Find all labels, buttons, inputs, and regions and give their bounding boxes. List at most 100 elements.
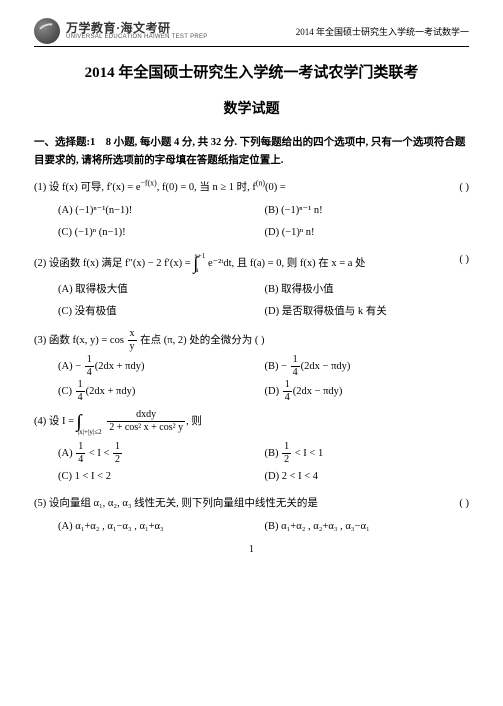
q3-frac: xy	[128, 329, 137, 352]
q3-frac-den: y	[128, 341, 137, 352]
q1-exp2: (n)	[256, 178, 265, 187]
q3-text-a: (3) 函数 f(x, y) = cos	[34, 335, 127, 346]
q5-options: (A) α₁+α₂ , α₁−α₃ , α₁+α₃ (B) α₁+α₂ , α₂…	[34, 516, 469, 538]
q3-d-pre: (D)	[265, 386, 282, 397]
q4-frac: dxdy2 + cos² x + cos² y	[107, 410, 185, 433]
q2-paren: ( )	[459, 250, 469, 270]
q1-opt-b-text: (−1)ⁿ⁻¹ n!	[281, 205, 323, 216]
q1-options: (A) (−1)ⁿ⁻¹(n−1)! (B) (−1)ⁿ⁻¹ n! (C) (−1…	[34, 200, 469, 244]
q4-region: |x|+|y|≤2	[78, 426, 102, 439]
q3-a-num: 1	[85, 355, 94, 367]
q1-opt-a-text: (−1)ⁿ⁻¹(n−1)!	[75, 205, 132, 216]
question-4: (4) 设 I = ∫∫|x|+|y|≤2 dxdy2 + cos² x + c…	[34, 410, 469, 488]
page-number: 1	[34, 544, 469, 555]
frac-icon: 14	[291, 355, 300, 378]
q4-a-n1: 1	[76, 442, 85, 454]
logo-block: 万学教育·海文考研 UNIVERSAL EDUCATION HAIWEN TES…	[34, 18, 208, 44]
q1-opt-c-text: (−1)ⁿ (n−1)!	[75, 227, 126, 238]
q1-opt-d: (D) (−1)ⁿ n!	[263, 222, 470, 244]
section-1-instructions: 一、选择题:1 8 小题, 每小题 4 分, 共 32 分. 下列每题给出的四个…	[34, 134, 469, 170]
q4-opt-a: (A) 14 < I < 12	[56, 441, 263, 466]
header-divider	[34, 46, 469, 47]
q1-text-b: , f(0) = 0, 当 n ≥ 1 时, f	[157, 182, 256, 193]
logo-text: 万学教育·海文考研 UNIVERSAL EDUCATION HAIWEN TES…	[66, 22, 208, 40]
q4-text-a: (4) 设 I =	[34, 416, 77, 427]
q4-b-pre: (B)	[265, 448, 282, 459]
question-1: (1) 设 f(x) 可导, f′(x) = e−f(x), f(0) = 0,…	[34, 178, 469, 244]
q4-text-b: , 则	[186, 416, 202, 427]
frac-icon: 12	[282, 442, 291, 465]
q2-opt-c: (C) 没有极值	[56, 301, 263, 323]
q2-stem: (2) 设函数 f(x) 满足 f″(x) − 2 f′(x) = ∫ax+1 …	[34, 250, 469, 277]
q1-exp1: −f(x)	[140, 178, 156, 187]
q2-options: (A) 取得极大值 (B) 取得极小值 (C) 没有极值 (D) 是否取得极值与…	[34, 279, 469, 323]
header-row: 万学教育·海文考研 UNIVERSAL EDUCATION HAIWEN TES…	[34, 18, 469, 44]
q3-opt-b: (B) − 14(2dx − πdy)	[263, 354, 470, 379]
q4-opt-c: (C) 1 < I < 2	[56, 466, 263, 488]
logo-en: UNIVERSAL EDUCATION HAIWEN TEST PREP	[66, 34, 208, 40]
q4-opt-b: (B) 12 < I < 1	[263, 441, 470, 466]
q4-stem: (4) 设 I = ∫∫|x|+|y|≤2 dxdy2 + cos² x + c…	[34, 410, 469, 439]
q4-opt-d: (D) 2 < I < 4	[263, 466, 470, 488]
q3-opt-a: (A) − 14(2dx + πdy)	[56, 354, 263, 379]
q5-opt-a: (A) α₁+α₂ , α₁−α₃ , α₁+α₃	[56, 516, 263, 538]
q3-a-den: 4	[85, 367, 94, 378]
frac-icon: 12	[113, 442, 122, 465]
q4-b-n1: 1	[282, 442, 291, 454]
page: 万学教育·海文考研 UNIVERSAL EDUCATION HAIWEN TES…	[0, 0, 503, 565]
q2-opt-b: (B) 取得极小值	[263, 279, 470, 301]
q4-options: (A) 14 < I < 12 (B) 12 < I < 1 (C) 1 < I…	[34, 441, 469, 488]
logo-cn: 万学教育·海文考研	[66, 22, 208, 34]
q3-d-num: 1	[283, 380, 292, 392]
question-3: (3) 函数 f(x, y) = cos xy 在点 (π, 2) 处的全微分为…	[34, 329, 469, 404]
q4-b-d1: 2	[282, 454, 291, 465]
q4-frac-den: 2 + cos² x + cos² y	[107, 422, 185, 433]
header-right: 2014 年全国硕士研究生入学统一考试数学一	[296, 25, 469, 38]
q4-a-d2: 2	[113, 454, 122, 465]
q4-frac-num: dxdy	[107, 410, 185, 422]
frac-icon: 14	[76, 380, 85, 403]
q3-a-pre: (A) −	[58, 361, 84, 372]
frac-icon: 14	[76, 442, 85, 465]
q3-b-post: (2dx − πdy)	[301, 361, 351, 372]
q2-text-a: (2) 设函数 f(x) 满足 f″(x) − 2 f′(x) =	[34, 258, 193, 269]
q1-text-c: (0) =	[265, 182, 286, 193]
q4-a-d1: 4	[76, 454, 85, 465]
q3-c-pre: (C)	[58, 386, 75, 397]
q3-frac-num: x	[128, 329, 137, 341]
q3-b-pre: (B) −	[265, 361, 290, 372]
q5-opt-b: (B) α₁+α₂ , α₂+α₃ , α₃−α₁	[263, 516, 470, 538]
q4-a-n2: 1	[113, 442, 122, 454]
q3-c-den: 4	[76, 392, 85, 403]
q3-opt-c: (C) 14(2dx + πdy)	[56, 379, 263, 404]
q3-stem: (3) 函数 f(x, y) = cos xy 在点 (π, 2) 处的全微分为…	[34, 329, 469, 352]
q5-paren: ( )	[459, 494, 469, 514]
q3-d-post: (2dx − πdy)	[293, 386, 343, 397]
q3-c-num: 1	[76, 380, 85, 392]
q4-a-mid: < I <	[86, 448, 112, 459]
q1-opt-b: (B) (−1)ⁿ⁻¹ n!	[263, 200, 470, 222]
question-2: (2) 设函数 f(x) 满足 f″(x) − 2 f′(x) = ∫ax+1 …	[34, 250, 469, 323]
q3-a-post: (2dx + πdy)	[95, 361, 145, 372]
logo-icon	[34, 18, 60, 44]
q2-opt-a: (A) 取得极大值	[56, 279, 263, 301]
q2-text-b: e⁻²ᵗdt, 且 f(a) = 0, 则 f(x) 在 x = a 处	[205, 258, 365, 269]
q5-stem: (5) 设向量组 α₁, α₂, α₃ 线性无关, 则下列向量组中线性无关的是 …	[34, 494, 469, 514]
q1-text-a: (1) 设 f(x) 可导, f′(x) = e	[34, 182, 140, 193]
q3-opt-d: (D) 14(2dx − πdy)	[263, 379, 470, 404]
q3-b-den: 4	[291, 367, 300, 378]
q3-b-num: 1	[291, 355, 300, 367]
title-main: 2014 年全国硕士研究生入学统一考试农学门类联考	[34, 61, 469, 82]
title-sub: 数学试题	[34, 98, 469, 118]
q1-opt-d-text: (−1)ⁿ n!	[282, 227, 315, 238]
frac-icon: 14	[283, 380, 292, 403]
q3-text-b: 在点 (π, 2) 处的全微分为 ( )	[138, 335, 265, 346]
q1-paren: ( )	[459, 178, 469, 198]
q1-opt-c: (C) (−1)ⁿ (n−1)!	[56, 222, 263, 244]
q5-text: (5) 设向量组 α₁, α₂, α₃ 线性无关, 则下列向量组中线性无关的是	[34, 498, 318, 509]
frac-icon: 14	[85, 355, 94, 378]
q1-opt-a: (A) (−1)ⁿ⁻¹(n−1)!	[56, 200, 263, 222]
q4-b-mid: < I < 1	[292, 448, 323, 459]
question-5: (5) 设向量组 α₁, α₂, α₃ 线性无关, 则下列向量组中线性无关的是 …	[34, 494, 469, 538]
q3-d-den: 4	[283, 392, 292, 403]
